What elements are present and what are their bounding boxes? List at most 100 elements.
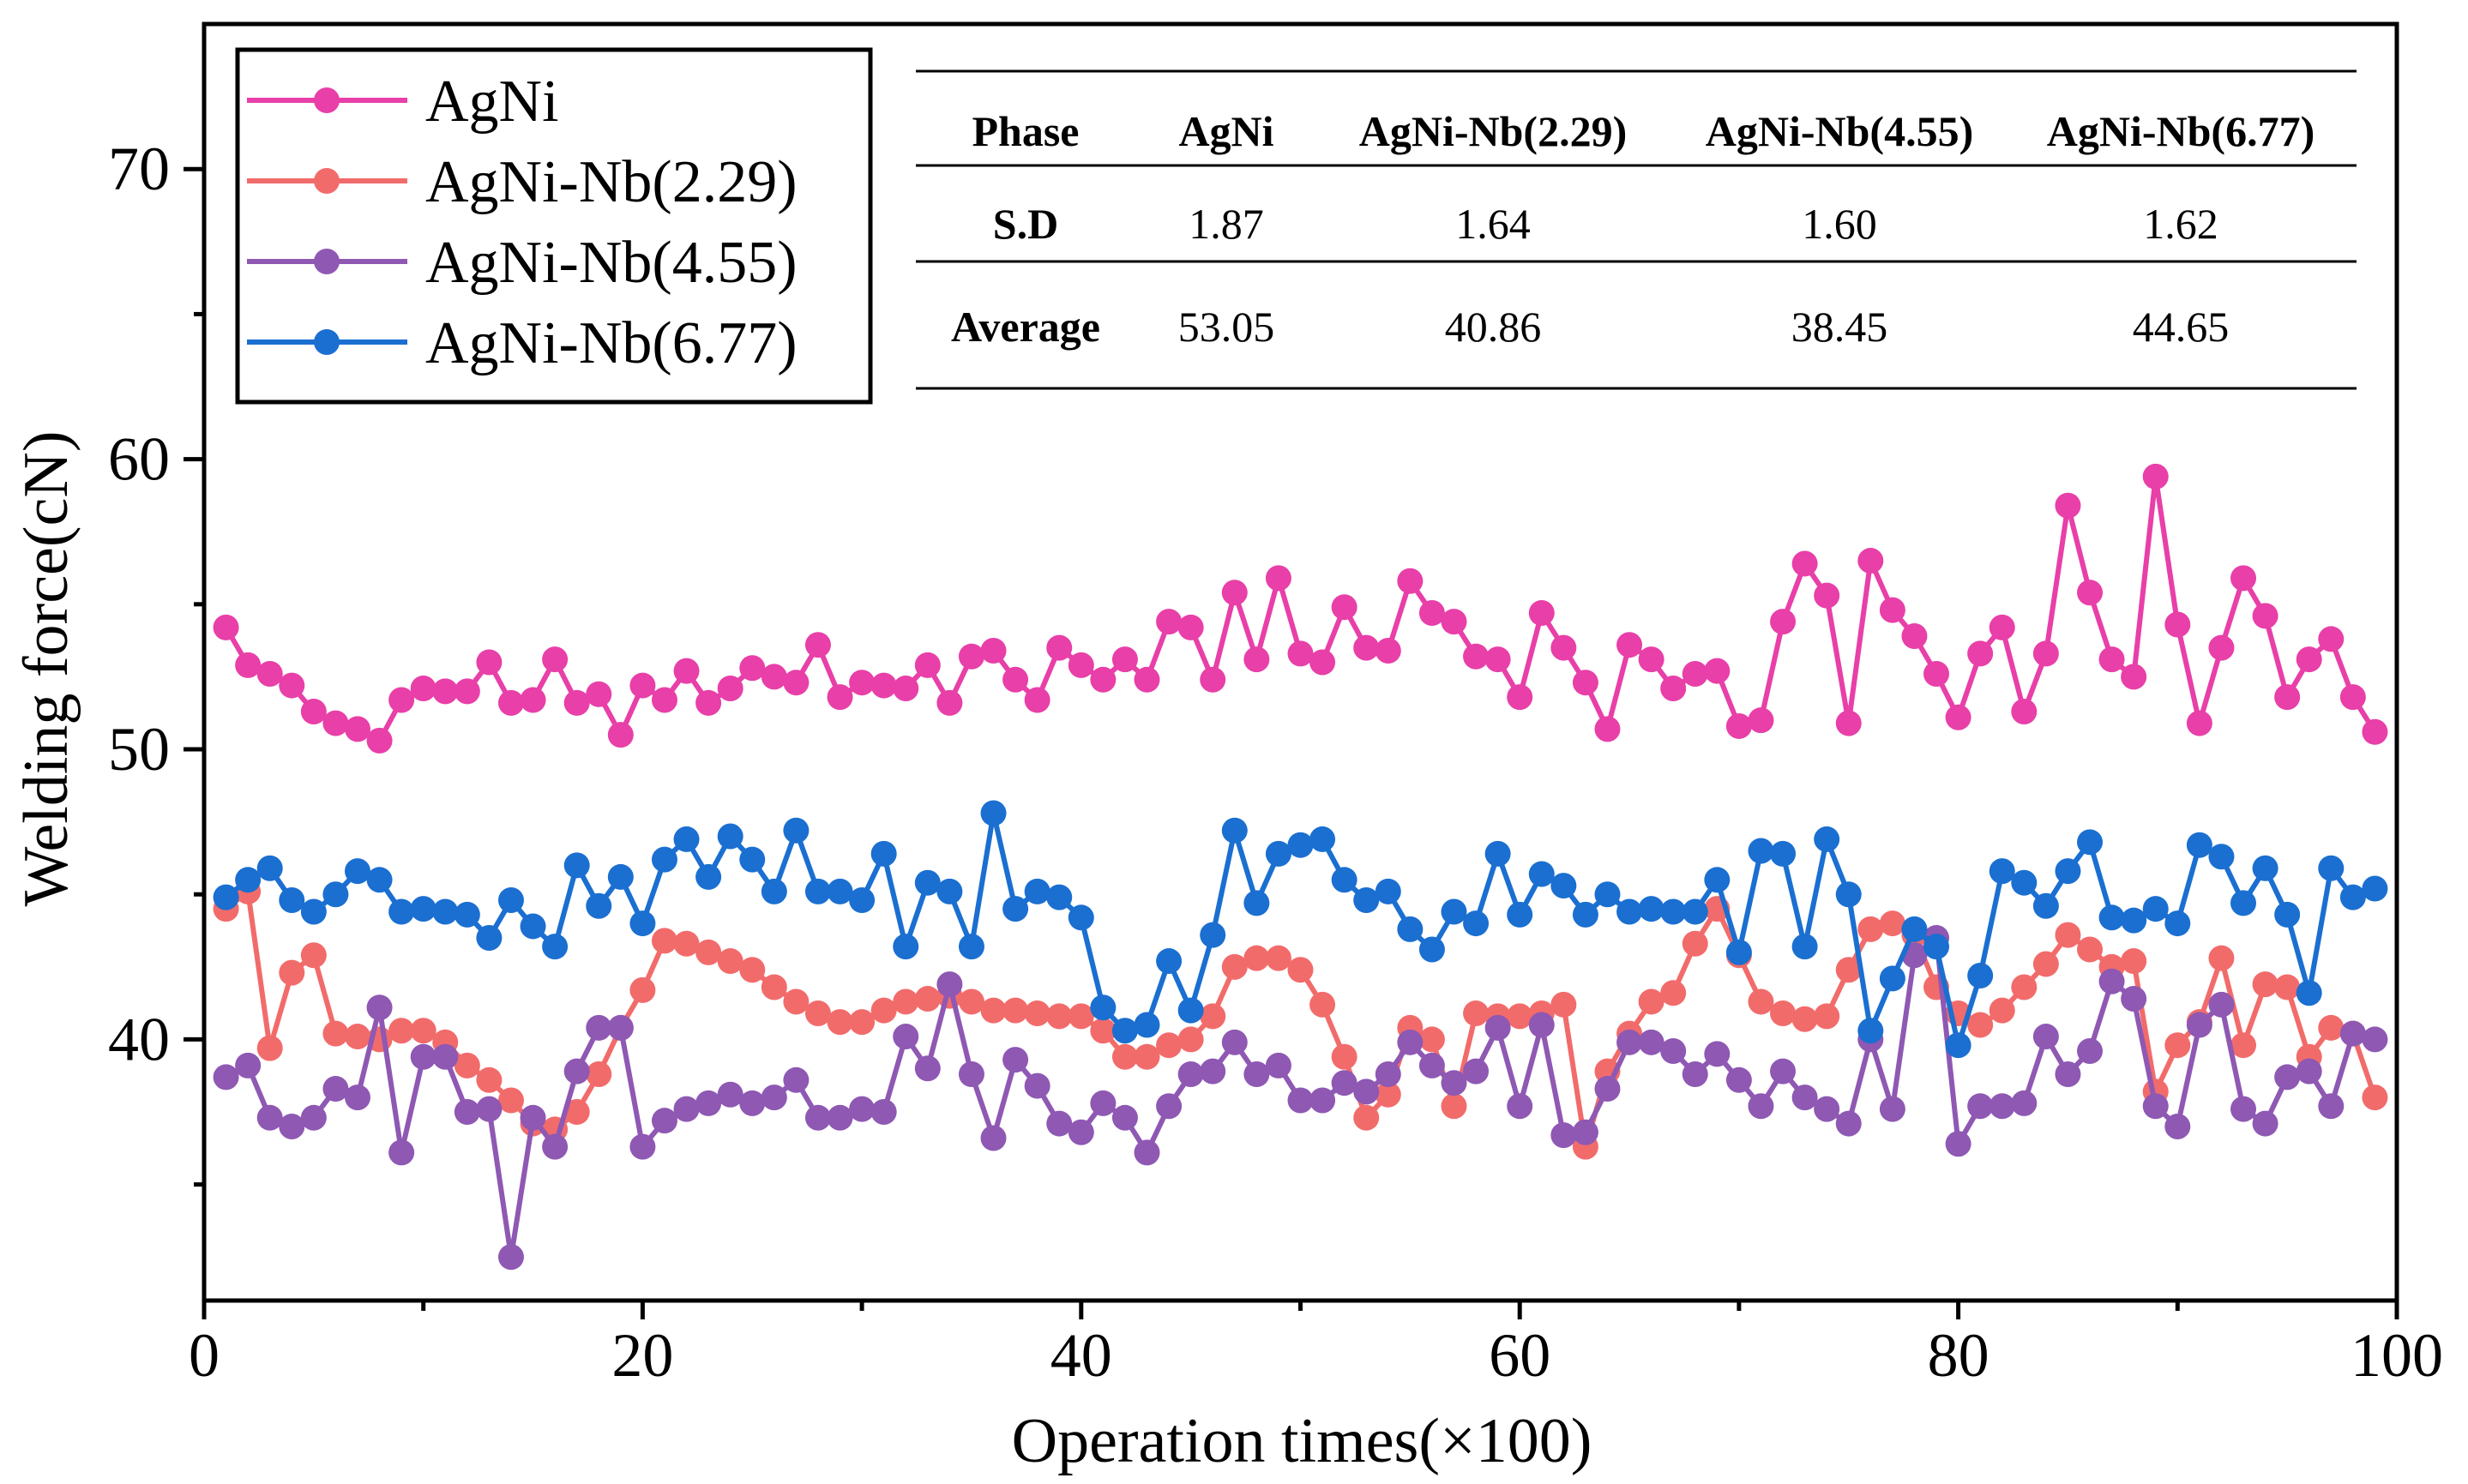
legend-swatch-marker — [314, 329, 340, 355]
data-point — [454, 901, 480, 928]
data-point — [432, 898, 459, 925]
data-point — [1725, 1066, 1752, 1093]
data-point — [235, 1052, 262, 1078]
data-point — [2318, 1093, 2345, 1120]
data-point — [849, 1009, 876, 1036]
data-point — [1989, 1093, 2015, 1120]
data-point — [497, 1087, 524, 1114]
data-point — [520, 687, 546, 713]
legend-label: AgNi-Nb(2.29) — [425, 149, 798, 215]
data-point — [1375, 637, 1401, 664]
data-point — [651, 846, 677, 873]
data-point — [2274, 974, 2301, 1000]
data-point — [1068, 652, 1094, 678]
data-point — [870, 1099, 897, 1126]
data-point — [1638, 646, 1664, 673]
data-point — [1572, 901, 1598, 928]
data-point — [804, 878, 831, 904]
data-point — [1156, 1093, 1183, 1120]
data-point — [1594, 1075, 1621, 1102]
data-point — [563, 852, 590, 879]
data-point — [1177, 614, 1204, 640]
y-tick-label: 60 — [108, 425, 170, 494]
data-point — [2252, 971, 2278, 998]
data-point — [300, 942, 327, 969]
data-point — [1331, 1043, 1357, 1070]
data-point — [629, 976, 656, 1003]
data-point — [1791, 934, 1818, 960]
data-point — [914, 1055, 941, 1082]
data-point — [454, 1099, 480, 1126]
data-point — [1835, 1110, 1862, 1137]
data-point — [1287, 640, 1314, 667]
data-point — [2121, 948, 2147, 975]
data-point — [1375, 878, 1401, 904]
data-point — [936, 971, 963, 998]
series-3 — [213, 800, 2388, 1059]
data-point — [827, 1009, 853, 1036]
data-point — [1660, 1037, 1687, 1064]
x-axis-title: Operation times(×100) — [1012, 1406, 1592, 1476]
data-point — [2032, 640, 2059, 667]
data-point — [1200, 666, 1226, 693]
data-point — [1221, 953, 1248, 980]
data-point — [1660, 980, 1687, 1006]
data-point — [1397, 568, 1424, 594]
data-point — [2230, 890, 2257, 916]
data-point — [1835, 710, 1862, 736]
data-point — [607, 1014, 634, 1041]
data-point — [2208, 634, 2235, 661]
table-cell: 1.87 — [1189, 200, 1264, 248]
x-tick-label: 100 — [2351, 1321, 2443, 1390]
data-point — [1441, 1093, 1467, 1120]
data-point — [476, 1066, 503, 1093]
data-point — [2252, 1110, 2278, 1137]
data-point — [1177, 1026, 1204, 1053]
data-point — [1770, 609, 1797, 635]
data-point — [2274, 684, 2301, 711]
series-layer — [213, 463, 2388, 1271]
data-point — [432, 678, 459, 705]
data-point — [1111, 1104, 1138, 1131]
y-axis-title: Welding force(cN) — [11, 431, 81, 907]
legend-label: AgNi-Nb(4.55) — [425, 230, 798, 296]
data-point — [1682, 930, 1708, 957]
data-point — [1660, 898, 1687, 925]
data-point — [542, 1133, 569, 1160]
data-point — [1287, 1087, 1314, 1114]
data-point — [1265, 945, 1291, 971]
data-point — [388, 898, 415, 925]
series-2 — [213, 924, 2388, 1271]
data-point — [586, 681, 612, 707]
data-point — [1879, 597, 1905, 623]
data-point — [761, 878, 787, 904]
data-point — [1725, 939, 1752, 965]
data-point — [739, 846, 766, 873]
series-0 — [213, 463, 2388, 754]
data-point — [1111, 1018, 1138, 1044]
data-point — [2296, 980, 2322, 1006]
data-point — [1638, 988, 1664, 1015]
data-point — [1572, 1119, 1598, 1145]
data-point — [476, 1096, 503, 1122]
series-1 — [213, 878, 2388, 1160]
data-point — [2339, 1020, 2366, 1047]
data-point — [739, 957, 766, 983]
data-point — [870, 840, 897, 867]
data-point — [673, 826, 700, 852]
data-point — [366, 994, 393, 1021]
data-point — [2032, 1024, 2059, 1050]
data-point — [1507, 1093, 1533, 1120]
data-point — [695, 863, 722, 890]
data-point — [1923, 661, 1950, 688]
data-point — [2186, 1012, 2212, 1038]
data-point — [388, 1139, 415, 1166]
legend-swatch-marker — [314, 249, 340, 274]
data-point — [1353, 1078, 1380, 1105]
data-point — [2274, 1064, 2301, 1090]
data-point — [1638, 896, 1664, 922]
data-point — [1528, 861, 1555, 887]
legend: AgNi AgNi-Nb(2.29) AgNi-Nb(4.55) AgNi-Nb(6.… — [235, 47, 873, 405]
data-point — [2362, 1084, 2388, 1111]
data-point — [2098, 646, 2125, 673]
